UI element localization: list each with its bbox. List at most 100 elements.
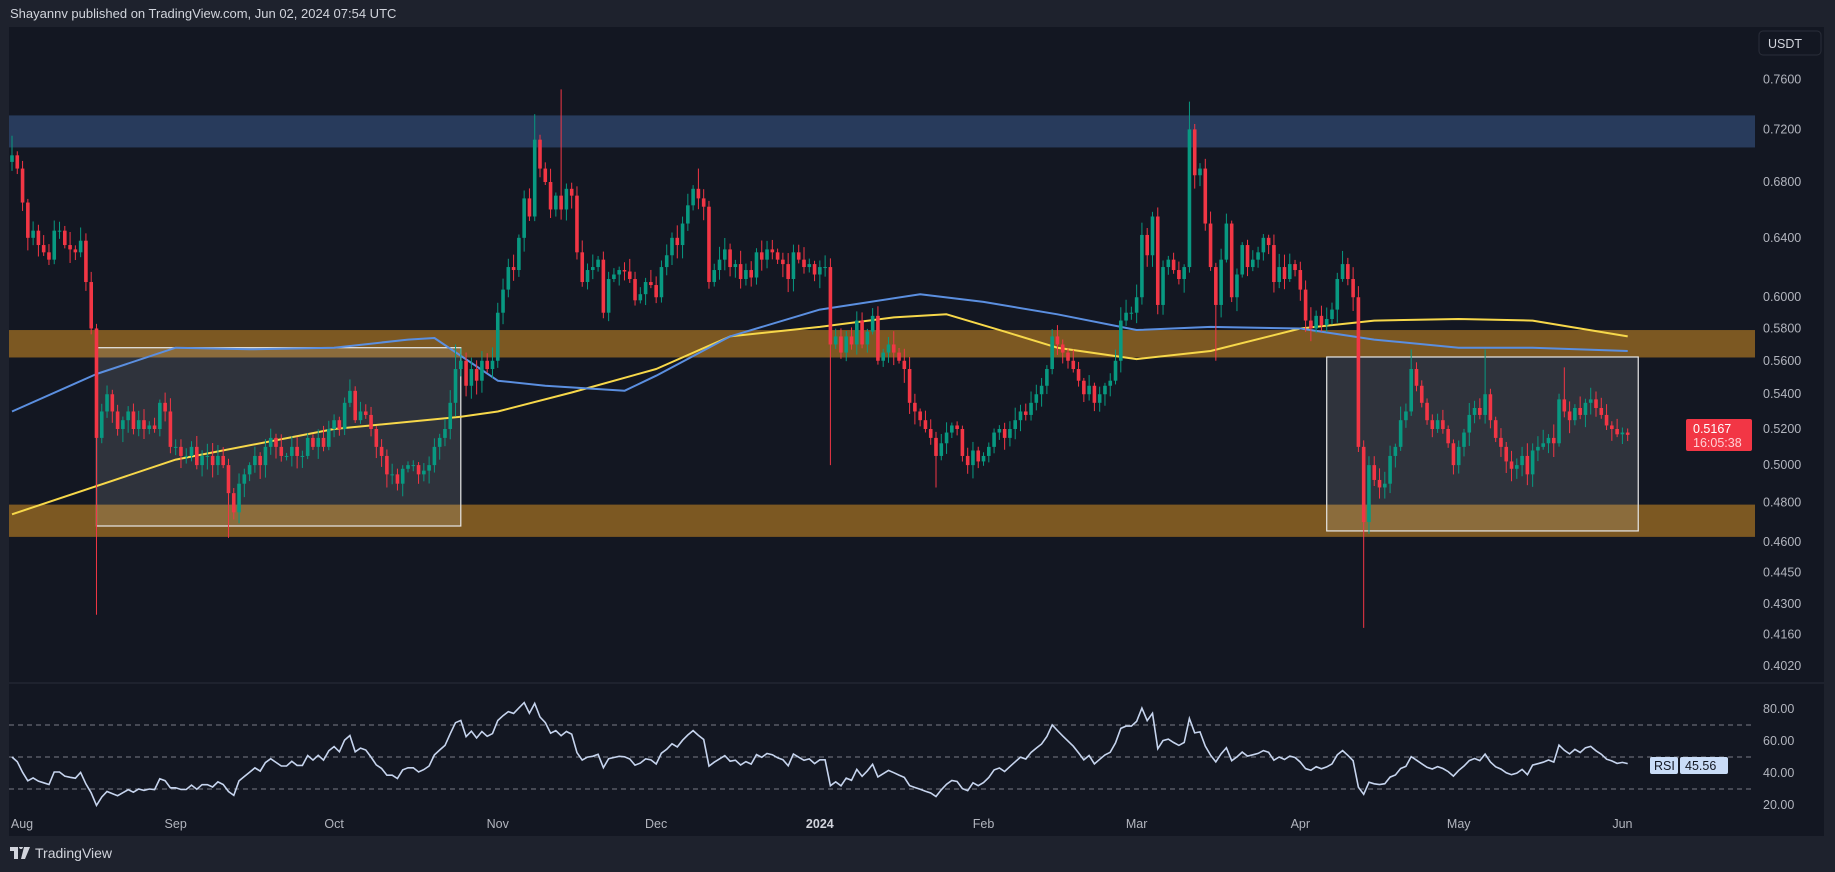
moving-average-yellow (11, 313, 1628, 516)
moving-average-blue (11, 293, 1628, 413)
candle-body (1256, 252, 1260, 260)
candle-body (1578, 407, 1582, 415)
candlesticks (10, 89, 1630, 628)
candle-body (617, 270, 621, 275)
candle-body (1261, 237, 1266, 253)
candle-body (110, 394, 115, 412)
candle-body (591, 267, 595, 271)
candle-body (554, 195, 558, 210)
candle-body (200, 455, 204, 466)
candle-body (1177, 270, 1181, 280)
candle-body (1588, 399, 1593, 403)
candle-body (728, 249, 732, 268)
candle-body (1335, 279, 1340, 310)
candle-body (965, 455, 970, 466)
candle-body (501, 289, 505, 313)
candle-body (1610, 425, 1614, 429)
time-tick-label: Nov (487, 817, 510, 831)
candle-body (733, 264, 738, 268)
candle-body (1383, 483, 1387, 488)
price-tick-label: 0.4160 (1763, 627, 1801, 641)
candle-body (707, 206, 711, 283)
time-tick-label: Oct (324, 817, 344, 831)
candle-body (1330, 309, 1334, 319)
candle-body (1229, 223, 1234, 298)
candle-body (1488, 394, 1493, 421)
candle-body (527, 198, 532, 217)
candle-body (1293, 264, 1297, 271)
last-price-badge (1686, 419, 1752, 451)
candle-body (1187, 129, 1192, 268)
candle-body (569, 188, 574, 196)
candle-body (416, 465, 421, 475)
candle-body (474, 369, 479, 381)
candle-body (1451, 443, 1456, 466)
candle-body (1182, 267, 1186, 280)
rsi-axis[interactable]: 80.00 60.00 40.00 20.00 (1763, 702, 1794, 812)
candle-body (659, 267, 664, 298)
candle-body (369, 414, 373, 429)
candle-body (258, 455, 262, 466)
candle-body (20, 168, 25, 203)
candle-body (633, 279, 637, 301)
candle-body (52, 230, 57, 260)
candle-body (1018, 411, 1023, 421)
candle-body (131, 411, 136, 429)
candle-body (1583, 402, 1588, 415)
candle-body (168, 411, 173, 447)
candle-body (480, 360, 484, 381)
candle-body (1372, 465, 1377, 480)
currency-button[interactable]: USDT (1758, 30, 1822, 56)
price-tick-label: 0.5600 (1763, 354, 1801, 368)
candle-body (1351, 279, 1355, 298)
candle-body (775, 252, 780, 260)
candle-body (290, 446, 294, 456)
time-axis[interactable]: Aug Sep Oct Nov Dec 2024 Feb Mar Apr May Jun (11, 817, 1633, 831)
candle-body (1066, 352, 1070, 361)
rsi-value-label: RSI 45.56 (1650, 757, 1728, 774)
candle-body (770, 249, 775, 253)
candle-body (818, 267, 822, 275)
candle-body (1150, 216, 1155, 256)
candle-body (147, 425, 152, 429)
candle-body (31, 230, 35, 238)
rsi-value: 45.56 (1685, 759, 1716, 773)
candle-body (532, 139, 537, 217)
candle-body (195, 446, 199, 466)
candle-body (1029, 402, 1033, 415)
candle-body (928, 428, 933, 438)
candle-body (1166, 259, 1171, 268)
candle-body (1567, 411, 1572, 421)
candle-body (1129, 312, 1134, 314)
candle-body (1214, 267, 1218, 305)
candle-body (960, 428, 965, 456)
candle-body (1082, 380, 1086, 395)
candle-body (1551, 437, 1556, 444)
candle-body (1515, 465, 1519, 469)
currency-button-frame[interactable] (1758, 30, 1822, 56)
candle-body (1594, 399, 1598, 408)
time-tick-label: Mar (1126, 817, 1148, 831)
candle-body (1435, 420, 1440, 429)
candle-body (47, 252, 51, 260)
candle-body (1504, 446, 1509, 462)
rsi-name-badge (1650, 757, 1678, 774)
candle-body (1472, 407, 1477, 415)
price-axis[interactable]: 0.7600 0.7200 0.6800 0.6400 0.6000 0.5800 0.56… (1763, 73, 1801, 673)
zone-resistance (9, 115, 1755, 148)
candle-body (1298, 270, 1303, 290)
candle-body (1398, 420, 1403, 447)
candle-body (1324, 318, 1329, 326)
candle-body (1404, 411, 1408, 421)
candle-body (358, 411, 363, 421)
candle-body (1615, 428, 1619, 435)
candle-body (1008, 428, 1012, 438)
candle-body (749, 270, 753, 278)
footer-brand[interactable]: TradingView (10, 845, 112, 861)
candle-body (422, 470, 426, 475)
candle-body (506, 267, 511, 290)
candle-body (321, 437, 326, 447)
candle-body (1377, 479, 1382, 488)
candle-body (1367, 465, 1371, 523)
